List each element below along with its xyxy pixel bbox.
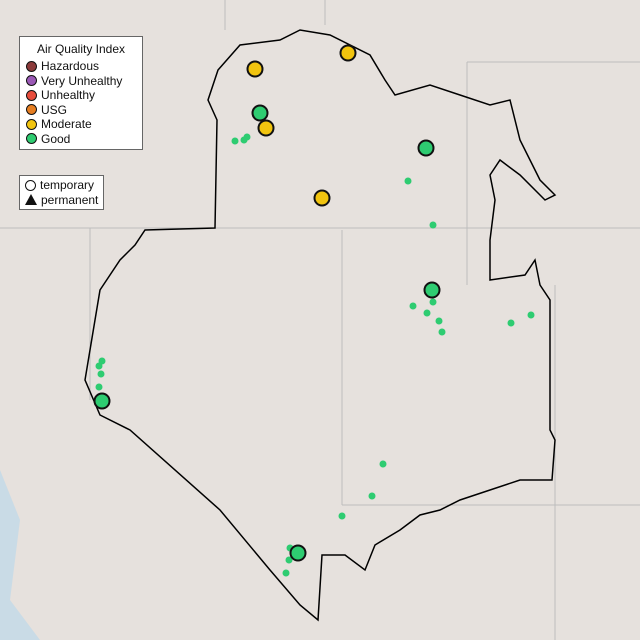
monitor-dot[interactable] [282,569,290,577]
legend-item-hazardous: Hazardous [26,59,136,74]
circle-icon [25,179,36,191]
monitor-marker[interactable] [339,44,357,62]
monitor-dot[interactable] [379,460,387,468]
legend-label: Hazardous [41,59,100,74]
legend-item-unhealthy: Unhealthy [26,88,136,103]
monitor-dot[interactable] [409,302,417,310]
monitor-marker[interactable] [246,60,264,78]
monitor-dot[interactable] [95,362,103,370]
monitor-dot[interactable] [368,492,376,500]
legend-label: Very Unhealthy [41,73,123,88]
monitor-dot[interactable] [285,556,293,564]
monitor-dot[interactable] [97,370,105,378]
legend-item-very-unhealthy: Very Unhealthy [26,74,136,89]
legend-item-good: Good [26,132,136,147]
swatch-icon [26,60,37,72]
monitor-dot[interactable] [338,512,346,520]
legend-item-moderate: Moderate [26,117,136,132]
legend-label: Good [41,131,71,146]
swatch-icon [26,133,37,145]
legend-label: temporary [40,178,95,193]
legend-label: Unhealthy [41,88,96,103]
swatch-icon [26,89,37,101]
monitor-dot[interactable] [438,328,446,336]
swatch-icon [26,118,37,130]
region-boundary [84,29,557,622]
monitor-dot[interactable] [404,177,412,185]
monitor-dot[interactable] [429,298,437,306]
swatch-icon [26,104,37,116]
monitor-dot[interactable] [435,317,443,325]
monitor-dot[interactable] [507,319,515,327]
monitor-marker[interactable] [423,281,441,299]
monitor-marker[interactable] [313,189,331,207]
legend-title: Air Quality Index [36,42,126,56]
monitor-dot[interactable] [429,221,437,229]
swatch-icon [26,75,37,87]
legend-temporary: temporary [25,178,98,193]
large-monitor-markers [93,44,441,562]
ocean [0,470,40,640]
legend-label: Moderate [41,117,92,132]
monitor-dot[interactable] [423,309,431,317]
aqi-legend: Air Quality Index Hazardous Very Unhealth… [19,36,143,150]
legend-label: USG [41,102,68,117]
legend-item-usg: USG [26,103,136,118]
monitor-marker[interactable] [93,392,111,410]
monitor-marker[interactable] [417,139,435,157]
shape-legend: temporary permanent [19,175,105,210]
monitor-dot[interactable] [95,383,103,391]
monitor-dot[interactable] [231,137,239,145]
legend-label: permanent [41,192,99,207]
monitor-dot[interactable] [243,133,251,141]
legend-permanent: permanent [25,193,98,208]
monitor-marker[interactable] [251,104,269,122]
triangle-icon [25,194,37,206]
monitor-marker[interactable] [257,119,275,137]
monitor-dot[interactable] [527,311,535,319]
monitor-marker[interactable] [289,544,307,562]
